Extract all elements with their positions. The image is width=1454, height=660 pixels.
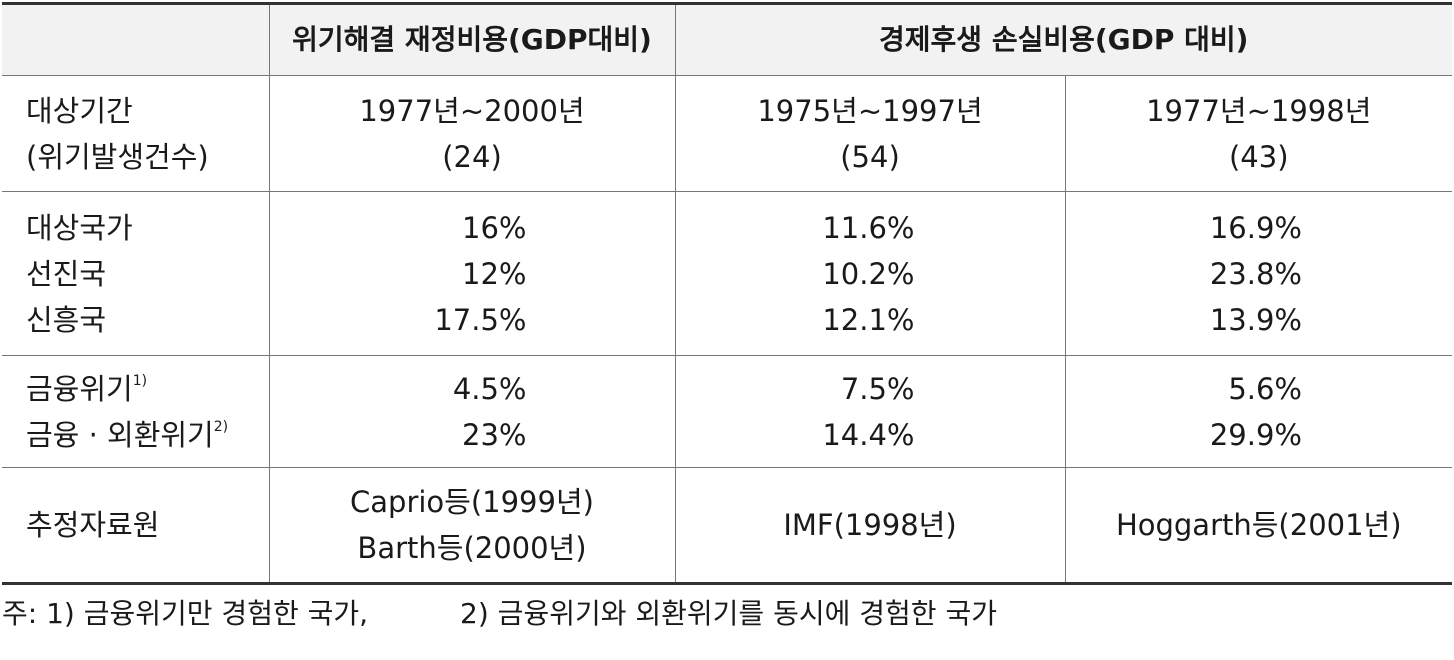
header-row: 위기해결 재정비용(GDP대비) 경제후생 손실비용(GDP 대비)	[2, 2, 1452, 76]
countries-col3: 16.9% 23.8% 13.9%	[1065, 191, 1452, 356]
crisis-col2: 7.5% 14.4%	[675, 355, 1066, 468]
period-col3: 1977년~1998년 (43)	[1065, 75, 1452, 192]
footnote-2-marker: 2)	[213, 418, 229, 435]
countries-col2-emerging: 12.1%	[822, 302, 915, 337]
period-label: 대상기간 (위기발생건수)	[2, 75, 270, 192]
period-col2: 1975년~1997년 (54)	[675, 75, 1066, 192]
crisis-label-twin-text: 금융 · 외환위기	[26, 417, 214, 452]
table-row-period: 대상기간 (위기발생건수) 1977년~2000년 (24) 1975년~199…	[2, 75, 1452, 192]
crisis-col1-financial: 4.5%	[452, 371, 527, 406]
source-col3: Hoggarth등(2001년)	[1065, 467, 1452, 585]
period-col1: 1977년~2000년 (24)	[269, 75, 676, 192]
period-label-line1: 대상기간	[26, 93, 133, 128]
countries-col2-advanced: 10.2%	[822, 256, 915, 291]
source-col2: IMF(1998년)	[675, 467, 1066, 585]
crisis-col3-financial: 5.6%	[1228, 371, 1302, 406]
countries-col3-advanced: 23.8%	[1209, 256, 1302, 291]
table-row-crisis-type: 금융위기1) 금융 · 외환위기2) 4.5% 23% 7.5% 14.4% 5…	[2, 355, 1452, 468]
countries-col2-all: 11.6%	[822, 210, 915, 245]
crisis-col1: 4.5% 23%	[269, 355, 676, 468]
period-col1-range: 1977년~2000년	[359, 93, 585, 128]
countries-col2: 11.6% 10.2% 12.1%	[675, 191, 1066, 356]
countries-label-all: 대상국가	[26, 210, 133, 245]
crisis-label-twin: 금융 · 외환위기2)	[26, 412, 269, 458]
crisis-label-financial-text: 금융위기	[26, 371, 133, 406]
countries-col3-all: 16.9%	[1209, 210, 1302, 245]
crisis-col3: 5.6% 29.9%	[1065, 355, 1452, 468]
countries-col1: 16% 12% 17.5%	[269, 191, 676, 356]
footnote-part2: 2) 금융위기와 외환위기를 동시에 경험한 국가	[460, 597, 997, 630]
period-col3-count: (43)	[1228, 139, 1289, 174]
table-row-countries: 대상국가 선진국 신흥국 16% 12% 17.5% 11.6% 10.2% 1…	[2, 191, 1452, 356]
period-col3-range: 1977년~1998년	[1146, 93, 1372, 128]
crisis-col3-twin: 29.9%	[1209, 417, 1302, 452]
period-col2-count: (54)	[840, 139, 900, 174]
period-col1-count: (24)	[442, 139, 502, 174]
table-footnote: 주: 1) 금융위기만 경험한 국가, 2) 금융위기와 외환위기를 동시에 경험…	[2, 592, 997, 636]
table-row-source: 추정자료원 Caprio등(1999년) Barth등(2000년) IMF(1…	[2, 467, 1452, 585]
source-col1-barth: Barth등(2000년)	[357, 531, 587, 565]
countries-col1-emerging: 17.5%	[434, 302, 527, 337]
footnote-part1: 주: 1) 금융위기만 경험한 국가,	[2, 597, 369, 630]
countries-col3-emerging: 13.9%	[1209, 302, 1302, 337]
countries-label: 대상국가 선진국 신흥국	[2, 191, 270, 356]
crisis-col1-twin: 23%	[462, 417, 527, 452]
crisis-label-financial: 금융위기1)	[26, 366, 269, 412]
period-col2-range: 1975년~1997년	[757, 93, 983, 128]
footnote-1-marker: 1)	[132, 372, 148, 389]
header-output-loss: 경제후생 손실비용(GDP 대비)	[675, 2, 1452, 76]
period-label-line2: (위기발생건수)	[26, 139, 209, 174]
crisis-label: 금융위기1) 금융 · 외환위기2)	[2, 355, 270, 468]
countries-label-advanced: 선진국	[26, 256, 107, 291]
countries-label-emerging: 신흥국	[26, 302, 107, 337]
crisis-cost-table: 위기해결 재정비용(GDP대비) 경제후생 손실비용(GDP 대비) 대상기간 …	[2, 2, 1452, 585]
header-empty-cell	[2, 2, 270, 76]
header-fiscal-cost: 위기해결 재정비용(GDP대비)	[269, 2, 676, 76]
source-col1-caprio: Caprio등(1999년)	[350, 485, 594, 519]
source-label: 추정자료원	[2, 467, 270, 585]
countries-col1-advanced: 12%	[462, 256, 527, 291]
crisis-col2-twin: 14.4%	[822, 417, 915, 452]
crisis-col2-financial: 7.5%	[840, 371, 915, 406]
countries-col1-all: 16%	[462, 210, 527, 245]
source-col1: Caprio등(1999년) Barth등(2000년)	[269, 467, 676, 585]
